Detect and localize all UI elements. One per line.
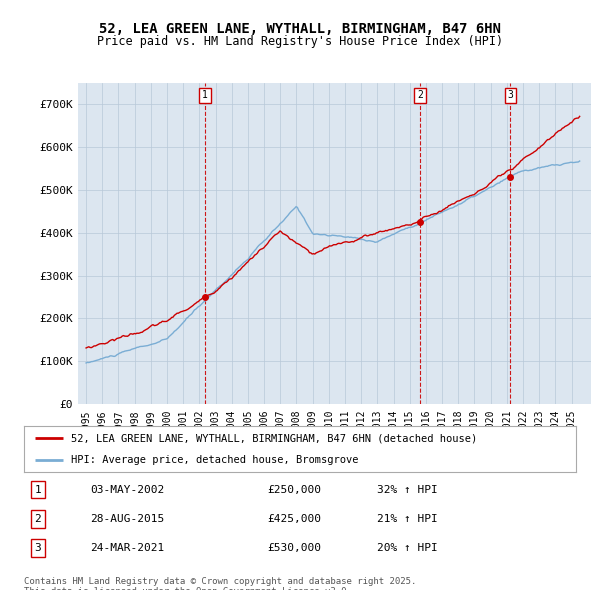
Text: £250,000: £250,000 [267, 484, 321, 494]
Text: 3: 3 [34, 543, 41, 553]
Text: 52, LEA GREEN LANE, WYTHALL, BIRMINGHAM, B47 6HN: 52, LEA GREEN LANE, WYTHALL, BIRMINGHAM,… [99, 22, 501, 37]
Text: 1: 1 [202, 90, 208, 100]
Text: Price paid vs. HM Land Registry's House Price Index (HPI): Price paid vs. HM Land Registry's House … [97, 35, 503, 48]
Text: 21% ↑ HPI: 21% ↑ HPI [377, 514, 438, 524]
Text: 28-AUG-2015: 28-AUG-2015 [90, 514, 164, 524]
Text: HPI: Average price, detached house, Bromsgrove: HPI: Average price, detached house, Brom… [71, 454, 358, 464]
Text: Contains HM Land Registry data © Crown copyright and database right 2025.
This d: Contains HM Land Registry data © Crown c… [24, 577, 416, 590]
Text: £530,000: £530,000 [267, 543, 321, 553]
Text: 52, LEA GREEN LANE, WYTHALL, BIRMINGHAM, B47 6HN (detached house): 52, LEA GREEN LANE, WYTHALL, BIRMINGHAM,… [71, 434, 477, 444]
Text: 32% ↑ HPI: 32% ↑ HPI [377, 484, 438, 494]
Text: 24-MAR-2021: 24-MAR-2021 [90, 543, 164, 553]
Text: 03-MAY-2002: 03-MAY-2002 [90, 484, 164, 494]
Text: 1: 1 [34, 484, 41, 494]
Text: 2: 2 [418, 90, 423, 100]
Text: £425,000: £425,000 [267, 514, 321, 524]
Text: 2: 2 [34, 514, 41, 524]
Text: 20% ↑ HPI: 20% ↑ HPI [377, 543, 438, 553]
Text: 3: 3 [508, 90, 514, 100]
